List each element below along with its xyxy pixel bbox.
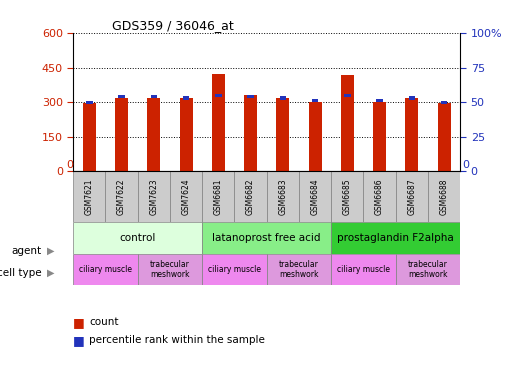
Bar [138,254,202,285]
Bar [244,95,257,171]
Bar [363,171,396,222]
Text: trabecular
meshwork: trabecular meshwork [279,260,319,279]
Bar [438,103,450,171]
Bar [170,171,202,222]
Bar [309,102,322,171]
Bar [73,222,202,254]
Bar [215,94,222,97]
Text: 0: 0 [66,160,73,170]
Text: GSM6681: GSM6681 [214,178,223,215]
Bar [312,99,319,102]
Bar [331,222,460,254]
Text: GSM7622: GSM7622 [117,178,126,215]
Text: GSM6687: GSM6687 [407,178,416,215]
Bar [73,254,138,285]
Bar [396,254,460,285]
Text: ▶: ▶ [47,246,54,256]
Bar [441,101,447,104]
Bar [106,171,138,222]
Bar [83,102,96,171]
Text: ▶: ▶ [47,268,54,278]
Text: GSM6686: GSM6686 [375,178,384,215]
Bar [202,171,234,222]
Text: latanoprost free acid: latanoprost free acid [212,233,321,243]
Bar [115,98,128,171]
Bar [344,94,350,97]
Bar [86,101,93,104]
Text: control: control [120,233,156,243]
Text: GSM6684: GSM6684 [311,178,320,215]
Text: ■: ■ [73,334,85,347]
Text: GSM6688: GSM6688 [440,178,449,215]
Bar [377,99,383,102]
Bar [234,171,267,222]
Text: count: count [89,317,118,327]
Text: GSM6685: GSM6685 [343,178,352,215]
Bar [147,98,161,171]
Bar [331,171,363,222]
Text: cell type: cell type [0,268,42,278]
Bar [408,96,415,100]
Bar [428,171,460,222]
Text: prostaglandin F2alpha: prostaglandin F2alpha [337,233,454,243]
Text: ciliary muscle: ciliary muscle [79,265,132,274]
Bar [331,254,396,285]
Bar [280,96,286,100]
Bar [138,171,170,222]
Text: ciliary muscle: ciliary muscle [208,265,261,274]
Text: agent: agent [12,246,42,256]
Text: GSM7624: GSM7624 [181,178,190,215]
Bar [212,74,225,171]
Text: 0: 0 [462,160,469,170]
Text: trabecular
meshwork: trabecular meshwork [408,260,448,279]
Bar [341,75,354,171]
Bar [180,98,192,171]
Text: ■: ■ [73,315,85,329]
Bar [73,171,106,222]
Text: GSM6682: GSM6682 [246,178,255,215]
Bar [247,95,254,98]
Text: GSM7623: GSM7623 [150,178,158,215]
Bar [267,171,299,222]
Bar [405,98,418,171]
Text: percentile rank within the sample: percentile rank within the sample [89,335,265,346]
Bar [151,95,157,98]
Text: trabecular
meshwork: trabecular meshwork [150,260,190,279]
Text: GSM6683: GSM6683 [278,178,287,215]
Text: GSM7621: GSM7621 [85,178,94,215]
Bar [118,95,125,98]
Text: ciliary muscle: ciliary muscle [337,265,390,274]
Bar [276,98,289,171]
Bar [299,171,331,222]
Bar [202,222,331,254]
Text: GDS359 / 36046_at: GDS359 / 36046_at [112,19,234,32]
Bar [396,171,428,222]
Bar [183,96,189,100]
Bar [267,254,331,285]
Bar [373,102,386,171]
Bar [202,254,267,285]
